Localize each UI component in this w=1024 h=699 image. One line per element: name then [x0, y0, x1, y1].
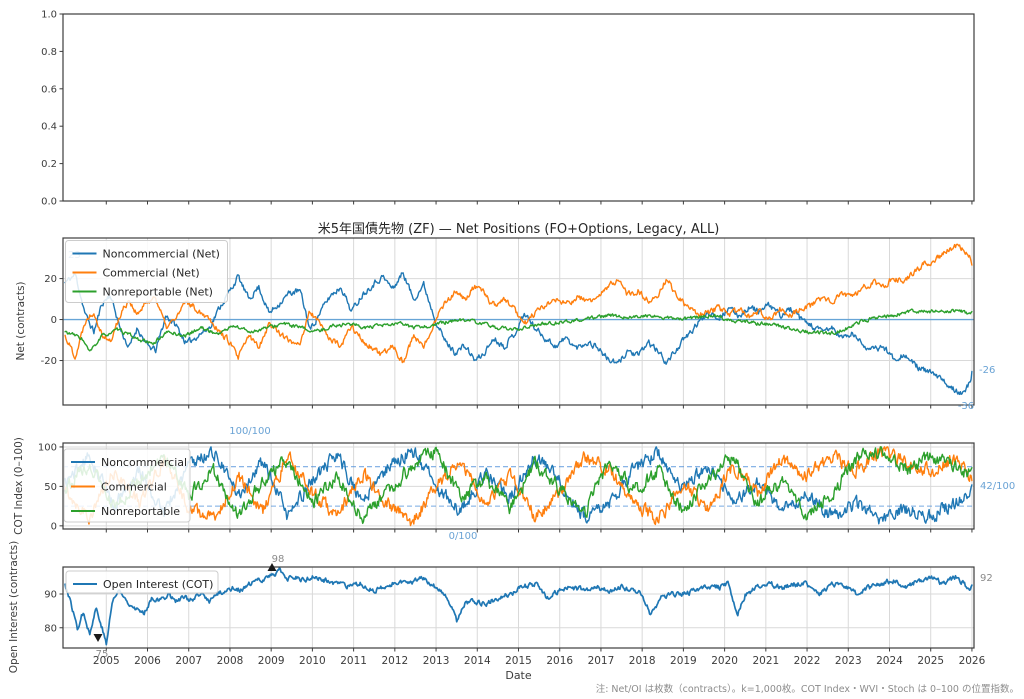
- x-tick-label: 2013: [423, 655, 450, 667]
- tick-marks: [59, 278, 973, 409]
- commercial-net--line: [64, 243, 973, 364]
- y-tick-label: 0.4: [41, 122, 57, 133]
- min-arrow-icon: [93, 634, 103, 642]
- x-tick-label: 2021: [752, 655, 779, 667]
- legend-label: Noncommercial: [101, 456, 187, 469]
- series-lines: [64, 567, 973, 646]
- legend-label: Nonreportable: [101, 505, 180, 518]
- y-tick-label: 1.0: [41, 10, 57, 21]
- legend-box: [65, 240, 228, 303]
- legend-label: Noncommercial (Net): [103, 247, 220, 260]
- date-x-axis-label: Date: [505, 669, 532, 682]
- x-tick-label: 2023: [835, 655, 862, 667]
- noncommercial-net--line: [64, 272, 973, 396]
- panel-open-interest: 80 90 98 75 92 Open Interest (COT): [44, 554, 992, 660]
- open-interest-y-axis-label: Open Interest (contracts): [8, 540, 20, 674]
- x-tick-label: 2006: [134, 655, 161, 667]
- grid: [63, 238, 974, 405]
- max-arrow-icon: [267, 563, 277, 571]
- legend: Open Interest (COT): [65, 570, 219, 594]
- y-tick-label: 50: [44, 482, 57, 493]
- legend-label: Open Interest (COT): [103, 578, 213, 591]
- annotation-42/100: 42/100: [980, 481, 1015, 492]
- x-tick-label: 2022: [794, 655, 821, 667]
- y-tick-label: 0.2: [41, 159, 57, 170]
- y-tick-label: 90: [44, 590, 57, 601]
- x-tick-label: 2024: [876, 655, 903, 667]
- legend-label: Commercial: [101, 480, 167, 493]
- x-tick-label: 2026: [959, 655, 986, 667]
- tick-marks: [59, 593, 973, 652]
- x-tick-label: 2018: [629, 655, 656, 667]
- commercial-line: [64, 446, 973, 527]
- x-tick-label: 2011: [340, 655, 367, 667]
- y-tick-label: 100: [38, 442, 57, 453]
- axes-frame: [62, 13, 975, 202]
- x-tick-label: 2025: [917, 655, 944, 667]
- annotation-0/100: 0/100: [449, 531, 478, 542]
- y-tick-label: 20: [44, 274, 57, 285]
- annotation--36: -36: [958, 401, 974, 412]
- legend: Noncommercial Commercial Nonreportable: [63, 448, 191, 523]
- x-tick-label: 2020: [711, 655, 738, 667]
- y-tick-label: 0: [51, 521, 57, 532]
- y-tick-label: 0.6: [41, 84, 57, 95]
- y-tick-label: 80: [44, 623, 57, 634]
- net-y-axis-label: Net (contracts): [15, 281, 27, 361]
- x-tick-label: 2009: [258, 655, 285, 667]
- legend: Noncommercial (Net) Commercial (Net) Nonre…: [65, 240, 228, 303]
- legend-label: Nonreportable (Net): [103, 285, 213, 298]
- tick-marks: [59, 446, 973, 533]
- panel-cot-index: 0 50 100 100/100 0/100 42/100 Noncommercial Com…: [38, 426, 1015, 542]
- y-tick-label: 0: [51, 315, 57, 326]
- x-tick-label: 2019: [670, 655, 697, 667]
- x-tick-label: 2017: [588, 655, 615, 667]
- nonreportable-line: [64, 446, 973, 525]
- y-tick-label: 0.0: [41, 197, 57, 208]
- open-interest-cot--line: [64, 567, 973, 646]
- y-tick-label: 0.8: [41, 47, 57, 58]
- cot-index-y-axis-label: COT Index (0–100): [13, 437, 25, 535]
- x-tick-label: 2010: [299, 655, 326, 667]
- footnote-text: 注: Net/OI は枚数（contracts）。k=1,000枚。COT In…: [595, 684, 1019, 695]
- tick-marks: [59, 13, 973, 205]
- annotation-75: 75: [96, 649, 109, 660]
- x-tick-label: 2007: [175, 655, 202, 667]
- series-lines: [64, 243, 973, 396]
- legend-label: Commercial (Net): [103, 266, 200, 279]
- x-tick-labels: 2005 2006 2007 2008 2009 2010 2011 2012 2013 2014…: [93, 655, 986, 667]
- x-tick-label: 2016: [546, 655, 573, 667]
- x-tick-label: 2008: [217, 655, 244, 667]
- nonreportable-net--line: [64, 308, 973, 352]
- annotation-92: 92: [980, 573, 993, 584]
- x-tick-label: 2015: [505, 655, 532, 667]
- series-lines: [64, 446, 973, 527]
- panel-empty: 0.0 0.2 0.4 0.6 0.8 1.0: [41, 10, 975, 208]
- legend-box: [65, 570, 219, 594]
- net-positions-title: 米5年国債先物 (ZF) — Net Positions (FO+Options…: [317, 222, 720, 237]
- y-tick-label: -20: [41, 356, 57, 367]
- x-tick-label: 2005: [93, 655, 120, 667]
- annotation--26: -26: [979, 365, 995, 376]
- annotation-98: 98: [272, 554, 285, 565]
- legend-box: [63, 448, 191, 523]
- x-tick-label: 2014: [464, 655, 491, 667]
- annotation-100/100: 100/100: [229, 426, 271, 437]
- grid: [63, 567, 974, 648]
- x-tick-label: 2012: [381, 655, 408, 667]
